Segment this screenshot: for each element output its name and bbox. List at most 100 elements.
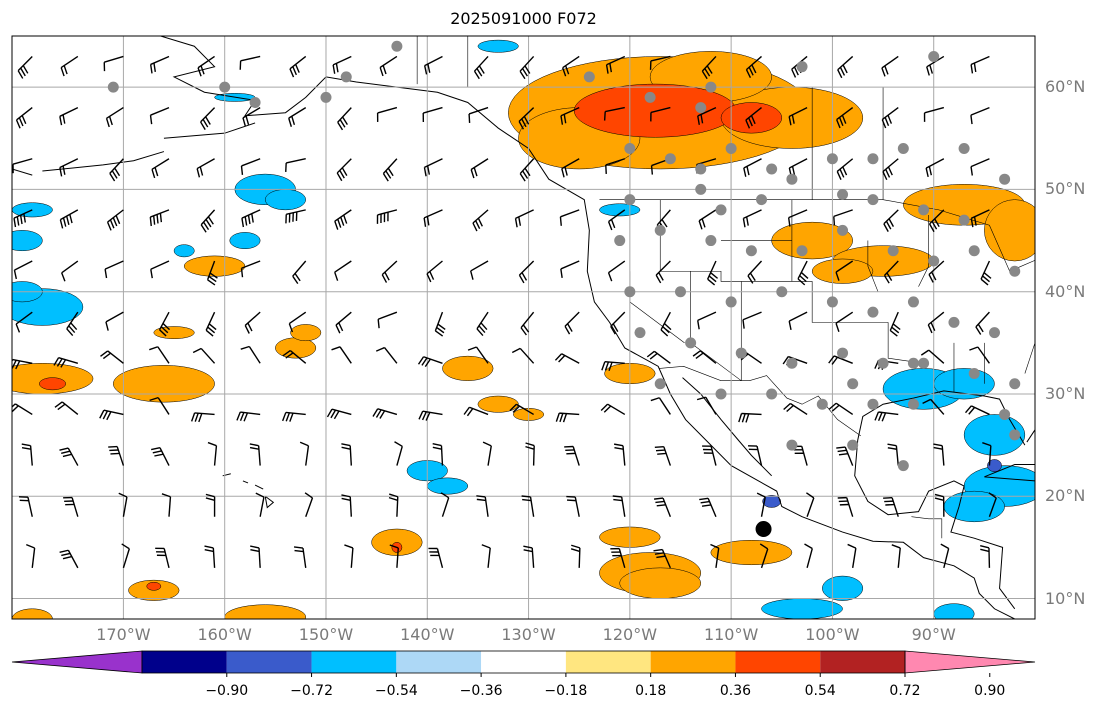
- station-dot: [1009, 265, 1021, 277]
- wind-barb-flag: [847, 543, 857, 549]
- wind-barb-flag: [973, 216, 977, 226]
- wind-barb-flag: [885, 220, 892, 230]
- wind-barb: [560, 209, 580, 218]
- wind-barb-flag: [509, 403, 517, 412]
- wind-barb-flag: [928, 223, 935, 233]
- wind-barb-flag: [696, 396, 706, 401]
- wind-barb-flag: [387, 167, 394, 177]
- wind-barb: [150, 260, 170, 270]
- wind-barb-flag: [196, 168, 201, 178]
- wind-barb-flag: [701, 218, 706, 228]
- wind-barb-flag: [333, 410, 340, 420]
- wind-barb-flag: [247, 215, 251, 225]
- wind-barb: [157, 397, 170, 415]
- wind-barb-flag: [973, 62, 977, 73]
- wind-barb: [930, 398, 945, 415]
- wind-barb-flag: [375, 409, 382, 418]
- anomaly-region: [113, 365, 215, 403]
- station-dot: [1009, 378, 1021, 390]
- wind-barb-flag: [476, 495, 486, 498]
- wind-barb-flag: [970, 166, 974, 176]
- station-dot: [695, 183, 707, 195]
- station-dot: [837, 347, 849, 359]
- wind-barb: [377, 311, 398, 320]
- wind-barb-flag: [66, 328, 74, 337]
- wind-barb-flag: [156, 214, 159, 224]
- colorbar-segment: [311, 651, 397, 673]
- wind-barb-flag: [741, 413, 746, 423]
- wind-barb-flag: [61, 450, 71, 455]
- wind-barb-flag: [751, 64, 757, 74]
- wind-barb-flag: [336, 172, 343, 182]
- station-dot: [340, 71, 352, 83]
- wind-barb-flag: [700, 114, 704, 124]
- wind-barb-flag: [204, 545, 214, 549]
- colorbar-extend-high: [904, 650, 1036, 674]
- wind-barb-flag: [787, 217, 791, 227]
- wind-barb: [122, 548, 130, 569]
- station-dot: [745, 245, 757, 257]
- colorbar-segment: [650, 651, 736, 673]
- wind-barb-flag: [23, 213, 27, 223]
- wind-barb-flag: [786, 404, 794, 412]
- wind-barb-flag: [649, 352, 658, 360]
- wind-barb-flag: [149, 115, 153, 125]
- wind-barb-flag: [205, 116, 211, 125]
- wind-barb-flag: [559, 413, 564, 423]
- wind-barb-flag: [102, 352, 111, 360]
- wind-barb-flag: [521, 118, 527, 128]
- wind-barb-flag: [281, 412, 287, 422]
- wind-barb-flag: [197, 67, 202, 77]
- anomaly-region: [761, 598, 843, 619]
- station-dot: [928, 255, 940, 267]
- wind-barb: [350, 547, 354, 568]
- wind-barb-flag: [800, 271, 809, 279]
- wind-barb-flag: [341, 443, 351, 447]
- wind-barb-flag: [240, 268, 244, 278]
- wind-barb-flag: [708, 275, 717, 283]
- wind-barb-flag: [121, 543, 130, 550]
- station-dot: [391, 40, 403, 52]
- wind-barb-flag: [59, 219, 64, 229]
- station-dot: [999, 173, 1011, 185]
- wind-barb-flag: [470, 169, 475, 179]
- wind-barb-flag: [891, 544, 901, 549]
- wind-barb: [104, 55, 124, 63]
- wind-barb-flag: [692, 350, 701, 357]
- latitude-tick-label: 30°N: [1045, 383, 1086, 403]
- wind-barb-flag: [207, 441, 217, 447]
- colorbar: [11, 650, 1036, 677]
- wind-barb-flag: [389, 544, 399, 549]
- anomaly-region: [933, 368, 995, 400]
- wind-barb-flag: [478, 65, 485, 74]
- station-dot: [705, 235, 717, 247]
- wind-barb-flag: [59, 447, 69, 451]
- wind-barb-flag: [600, 403, 609, 411]
- station-dot: [664, 153, 676, 165]
- wind-barb-flag: [426, 165, 431, 175]
- wind-barb-flag: [294, 549, 304, 553]
- wind-barb-flag: [241, 217, 245, 228]
- coastline: [254, 484, 264, 490]
- station-dot: [907, 357, 919, 369]
- wind-barb-flag: [250, 548, 260, 553]
- wind-barb-flag: [341, 167, 348, 176]
- wind-barb: [897, 547, 901, 568]
- wind-barb-flag: [437, 323, 446, 330]
- wind-barb: [200, 347, 216, 364]
- wind-barb-flag: [208, 323, 217, 331]
- station-dot: [735, 347, 747, 359]
- wind-barb-flag: [199, 166, 204, 176]
- wind-barb-flag: [240, 345, 250, 350]
- wind-barb-flag: [982, 442, 992, 447]
- wind-barb-flag: [837, 449, 847, 453]
- wind-barb: [788, 311, 808, 322]
- wind-barb-flag: [288, 117, 293, 127]
- wind-barb-flag: [699, 497, 709, 501]
- wind-barb: [31, 547, 36, 568]
- wind-barb: [928, 349, 945, 364]
- wind-barb-flag: [927, 324, 933, 334]
- wind-barb-flag: [511, 347, 521, 354]
- wind-barb-flag: [388, 493, 398, 498]
- wind-barb-flag: [925, 167, 929, 178]
